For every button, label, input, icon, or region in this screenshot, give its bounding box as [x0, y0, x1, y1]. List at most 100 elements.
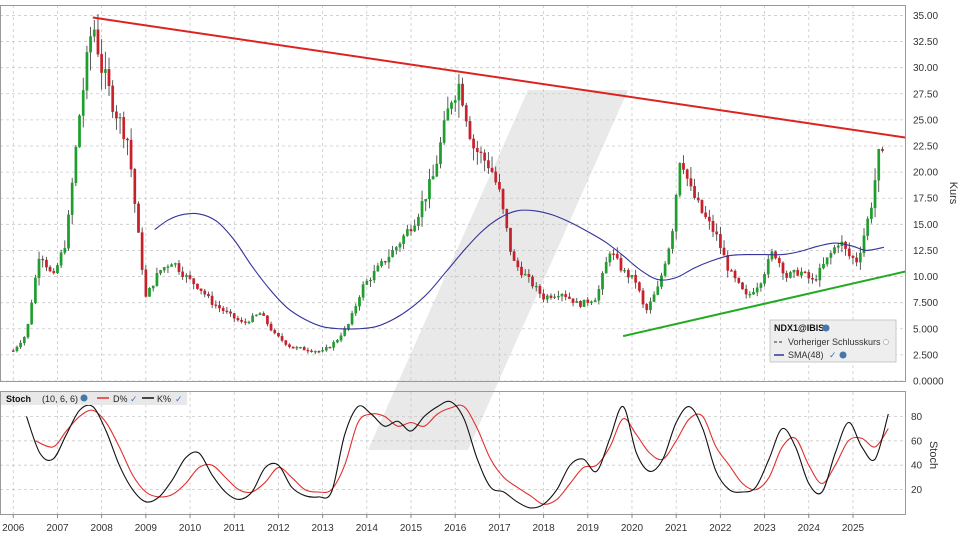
candle-up: [649, 301, 652, 311]
candle-down: [210, 295, 214, 305]
x-tick-label: 2006: [2, 523, 25, 534]
candle-down: [571, 298, 575, 303]
candle-down: [538, 285, 542, 294]
candle-up: [37, 258, 41, 279]
candle-up: [369, 279, 372, 282]
candle-down: [302, 347, 306, 351]
candle-down: [568, 296, 571, 299]
candle-down: [41, 258, 45, 261]
candle-down: [814, 279, 818, 281]
candle-up: [435, 163, 439, 177]
check-icon[interactable]: ✓: [829, 350, 837, 360]
candle-up: [336, 340, 339, 343]
watermark-logo: [368, 90, 628, 450]
x-tick-label: 2015: [400, 523, 423, 534]
x-tick-label: 2022: [709, 523, 732, 534]
globe-icon[interactable]: [839, 351, 847, 359]
check-icon[interactable]: ✓: [175, 394, 183, 404]
candle-down: [328, 347, 332, 349]
candle-up: [674, 194, 678, 232]
candle-down: [615, 253, 619, 259]
candle-up: [118, 117, 122, 119]
x-tick-label: 2024: [798, 523, 821, 534]
candle-up: [295, 347, 299, 349]
candle-down: [288, 344, 291, 347]
candle-down: [107, 69, 111, 87]
candle-up: [829, 253, 833, 258]
settings-dot-icon[interactable]: [883, 339, 889, 345]
candle-down: [45, 259, 48, 268]
candle-up: [170, 264, 173, 267]
candle-down: [527, 274, 531, 277]
candle-down: [715, 231, 719, 235]
candle-down: [133, 169, 137, 204]
candle-up: [26, 323, 30, 338]
y-tick-label: 32.50: [913, 37, 938, 48]
candle-up: [162, 267, 166, 271]
candle-down: [461, 83, 464, 106]
candle-up: [534, 285, 538, 288]
candle-down: [192, 278, 196, 285]
sma-line: [154, 209, 885, 330]
candle-up: [380, 261, 383, 267]
candle-up: [442, 120, 446, 143]
globe-icon[interactable]: [80, 394, 88, 402]
candle-down: [704, 212, 707, 218]
candle-down: [520, 266, 523, 276]
candle-down: [177, 263, 181, 272]
candle-up: [660, 275, 663, 287]
candle-down: [707, 216, 711, 222]
candle-up: [763, 274, 766, 284]
candle-up: [339, 335, 343, 341]
candle-up: [858, 252, 862, 263]
candle-up: [755, 287, 759, 293]
candle-up: [877, 149, 881, 181]
candle-down: [512, 251, 516, 261]
candle-down: [531, 276, 534, 287]
candle-down: [409, 229, 413, 232]
candle-up: [420, 201, 424, 218]
candle-up: [365, 280, 369, 285]
x-tick-label: 2020: [621, 523, 644, 534]
candle-down: [100, 54, 103, 73]
candle-up: [866, 218, 870, 236]
x-tick-label: 2013: [311, 523, 334, 534]
candle-down: [634, 274, 638, 283]
y-tick-label: 0.0000: [913, 377, 944, 388]
candle-down: [115, 111, 118, 119]
candle-down: [207, 294, 210, 297]
y-tick-label: 35.00: [913, 11, 938, 22]
candle-down: [733, 270, 737, 279]
y-tick-label: 20.00: [913, 168, 938, 179]
candle-down: [719, 234, 722, 249]
y-tick-label: 12.50: [913, 246, 938, 257]
candle-down: [383, 261, 387, 263]
candle-down: [464, 105, 468, 122]
candle-up: [593, 300, 597, 302]
price-panel-frame: [0, 5, 906, 382]
check-icon[interactable]: ✓: [130, 394, 138, 404]
globe-icon[interactable]: [822, 324, 830, 332]
stoch-tick-label: 40: [911, 461, 923, 472]
candle-up: [56, 265, 59, 274]
candle-up: [822, 263, 825, 269]
candle-down: [203, 290, 207, 295]
candle-down: [542, 293, 545, 300]
candle-down: [262, 313, 266, 316]
candle-down: [52, 270, 56, 274]
candle-down: [232, 313, 236, 319]
stoch-axis-title: Stoch: [927, 441, 939, 469]
candle-up: [652, 294, 656, 302]
candle-down: [777, 257, 781, 264]
candle-up: [92, 29, 96, 37]
candle-up: [155, 273, 159, 286]
stoch-tick-label: 20: [911, 485, 923, 496]
x-tick-label: 2023: [753, 523, 776, 534]
candle-down: [126, 138, 129, 141]
candle-up: [759, 283, 763, 288]
candle-up: [251, 315, 254, 323]
candle-down: [696, 197, 700, 201]
candle-up: [825, 257, 829, 265]
candle-down: [682, 163, 685, 170]
candle-down: [612, 253, 615, 255]
